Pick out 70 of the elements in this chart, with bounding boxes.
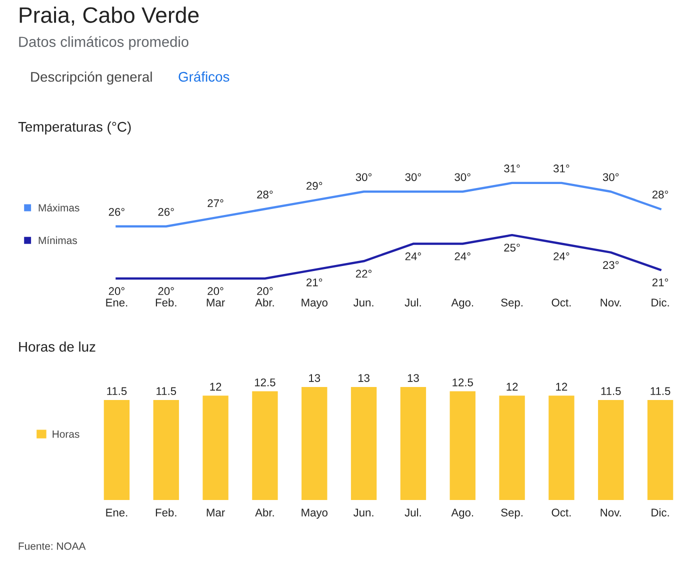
data-label: 12.5 [452,378,473,386]
x-tick-label: Ene. [106,298,128,306]
x-tick-label: Oct. [552,298,571,306]
data-label: 26° [108,208,124,216]
data-label: 25° [504,244,520,252]
data-label: 12 [210,382,222,391]
data-label: 28° [257,190,273,198]
data-label: 13 [309,374,320,382]
data-label: 11.5 [156,387,176,396]
x-tick-label: Feb. [156,508,176,516]
data-label: 20° [208,287,224,296]
data-label: 12 [556,382,568,391]
x-tick-label: Jun. [353,298,374,306]
data-label: 13 [358,374,370,382]
data-label: 12.5 [254,378,276,386]
data-label: 24° [554,252,570,260]
data-label: 31° [504,164,520,172]
x-tick-label: Sep. [501,298,522,309]
chart-title: Temperaturas (°C) [18,122,131,134]
x-tick-label: Dic. [652,508,669,516]
data-label: 11.5 [601,387,621,396]
data-label: 11.5 [650,387,670,396]
x-tick-label: Jun. [353,508,374,516]
data-label: 29° [306,182,322,190]
x-tick-label: Mayo [302,298,328,309]
source-note: Fuente: NOAA [18,542,86,550]
data-label: 13 [408,374,419,382]
x-tick-label: Abr. [255,508,274,516]
text: Descripción general [31,71,152,85]
data-label: 30° [602,173,619,182]
x-tick-label: Mar [206,298,225,306]
legend-label: Mínimas [38,236,77,244]
x-tick-label: Feb. [156,298,176,306]
text: Gráficos [178,71,230,82]
x-tick-label: Ago. [451,508,474,519]
x-tick-label: Mayo [302,508,328,519]
x-tick-label: Mar [206,508,225,516]
x-tick-label: Jul. [404,508,421,516]
data-label: 28° [652,190,668,198]
legend-label: Horas [52,430,80,438]
x-tick-label: Nov. [600,508,621,516]
chart-title: Horas de luz [19,342,96,352]
data-label: 20° [158,287,174,296]
x-tick-label: Ene. [106,508,128,516]
data-label: 31° [553,164,570,172]
data-label: 24° [405,252,421,260]
data-label: 12 [506,382,518,391]
data-label: 27° [208,199,224,208]
x-tick-label: Abr. [255,298,274,306]
data-label: 30° [454,173,470,182]
data-label: 23° [603,261,619,269]
data-label: 21° [652,278,668,286]
x-tick-label: Oct. [552,508,571,516]
data-label: 20° [108,287,124,296]
data-label: 30° [405,173,421,182]
legend-label: Máximas [38,204,80,212]
data-label: 21° [306,278,322,286]
x-tick-label: Jul. [404,298,421,306]
text: Datos climáticos promedio [19,36,188,50]
text: Praia, Cabo Verde [20,6,199,26]
x-tick-label: Dic. [652,298,669,306]
data-label: 11.5 [107,387,127,396]
data-label: 30° [356,173,372,182]
x-tick-label: Sep. [501,508,522,519]
x-tick-label: Ago. [451,298,474,309]
data-label: 20° [257,287,273,296]
data-label: 22° [356,270,372,278]
data-label: 24° [454,252,470,260]
x-tick-label: Nov. [600,298,621,306]
data-label: 26° [158,208,174,216]
